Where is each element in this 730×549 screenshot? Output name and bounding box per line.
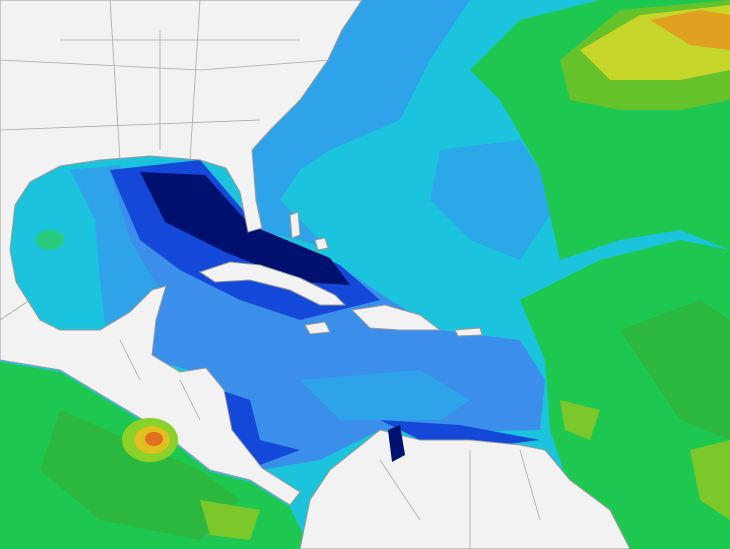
caribbean (300, 370, 470, 420)
swell-spot (200, 500, 260, 540)
caribbean-darkest (140, 172, 350, 285)
swell-spot (145, 432, 163, 446)
island-jamaica (304, 321, 331, 335)
swell-zone (650, 10, 730, 50)
gulf-spot (36, 230, 64, 250)
gulf (70, 165, 165, 325)
swell-zone (560, 400, 600, 440)
island-puerto-rico (454, 327, 483, 337)
land-south-america (299, 429, 631, 549)
country-borders (379, 449, 541, 549)
ocean-band (250, 0, 470, 260)
caribbean-deep (380, 420, 540, 445)
island-bahamas (314, 237, 329, 251)
island-bahamas (289, 211, 301, 239)
island-hispaniola (350, 304, 442, 331)
state-borders (0, 0, 331, 421)
swell-zone (40, 410, 240, 540)
swell-zone (690, 440, 730, 520)
island-cuba (198, 261, 347, 306)
ocean-band (430, 140, 560, 260)
lake (388, 425, 405, 462)
swell-zone (620, 300, 730, 440)
